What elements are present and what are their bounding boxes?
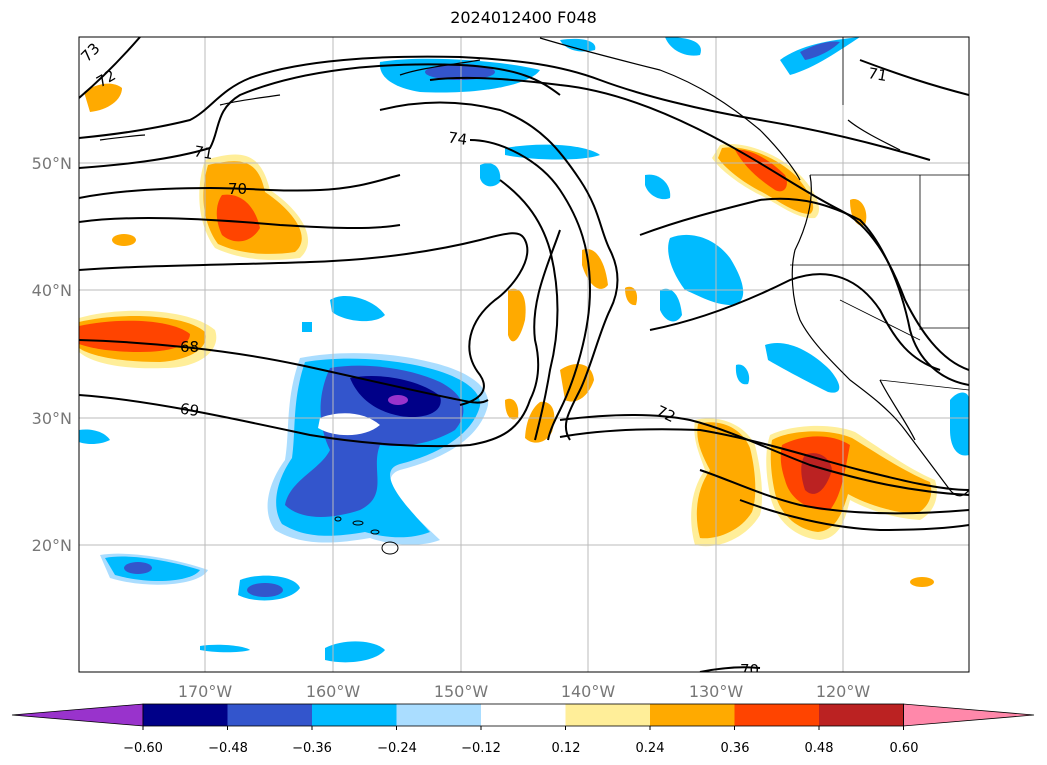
colorbar-cell xyxy=(819,704,904,726)
colorbar-cell xyxy=(565,704,651,726)
colorbar-tick-label: −0.12 xyxy=(461,741,501,756)
map-plot-area: 73 72 71 74 70 71 68 69 72 70 xyxy=(79,37,969,679)
colorbar-cells xyxy=(11,703,1035,727)
borders xyxy=(790,37,969,391)
colorbar-ticks xyxy=(142,726,904,730)
colorbar-tick-label: 0.36 xyxy=(721,741,750,756)
colorbar-extend-min xyxy=(11,703,144,727)
lon-label: 120°W xyxy=(816,682,871,701)
colorbar-cell xyxy=(312,704,397,726)
colorbar-cell xyxy=(650,704,735,726)
contour-label: 74 xyxy=(447,128,468,148)
colorbar-tick-label: 0.60 xyxy=(890,741,919,756)
contour-label: 70 xyxy=(228,180,247,198)
lon-label: 170°W xyxy=(178,682,233,701)
map-title: 2024012400 F048 xyxy=(450,8,597,27)
colorbar-cell xyxy=(481,704,566,726)
colorbar-tick-label: 0.48 xyxy=(805,741,834,756)
colorbar-cell xyxy=(734,704,820,726)
latitude-labels: 50°N 40°N 30°N 20°N xyxy=(32,154,72,555)
colorbar-frame xyxy=(142,703,904,727)
colorbar-tick-label: −0.48 xyxy=(208,741,248,756)
colorbar-tick-label: 0.12 xyxy=(552,741,581,756)
map-frame xyxy=(78,36,970,673)
height-contours xyxy=(79,37,969,672)
colorbar-tick-label: −0.36 xyxy=(292,741,332,756)
lon-label: 160°W xyxy=(306,682,361,701)
lat-label: 30°N xyxy=(32,409,72,428)
contour-label: 69 xyxy=(179,400,200,420)
colorbar-cell xyxy=(143,704,228,726)
lon-label: 140°W xyxy=(561,682,616,701)
hawaii-islands xyxy=(334,516,399,555)
coastlines xyxy=(99,37,969,497)
lat-lon-grid xyxy=(79,37,969,672)
longitude-labels: 170°W 160°W 150°W 140°W 130°W 120°W xyxy=(178,682,871,701)
lat-label: 50°N xyxy=(32,154,72,173)
colorbar-tick-label: −0.24 xyxy=(377,741,417,756)
colorbar-cell xyxy=(227,704,313,726)
contour-label: 70 xyxy=(740,661,759,679)
contour-label: 71 xyxy=(867,64,889,85)
lon-label: 150°W xyxy=(434,682,489,701)
colorbar-tick-label: 0.24 xyxy=(636,741,665,756)
colorbar: −0.60 −0.48 −0.36 −0.24 −0.12 0.12 0.24 … xyxy=(11,703,1035,756)
colorbar-tick-label: −0.60 xyxy=(123,741,163,756)
colorbar-cell xyxy=(396,704,482,726)
lon-label: 130°W xyxy=(689,682,744,701)
colorbar-extend-max xyxy=(903,703,1035,727)
contour-label: 68 xyxy=(180,338,199,356)
colorbar-tick-labels: −0.60 −0.48 −0.36 −0.24 −0.12 0.12 0.24 … xyxy=(123,741,918,756)
contour-label: 71 xyxy=(193,142,215,163)
lat-label: 40°N xyxy=(32,281,72,300)
lat-label: 20°N xyxy=(32,536,72,555)
